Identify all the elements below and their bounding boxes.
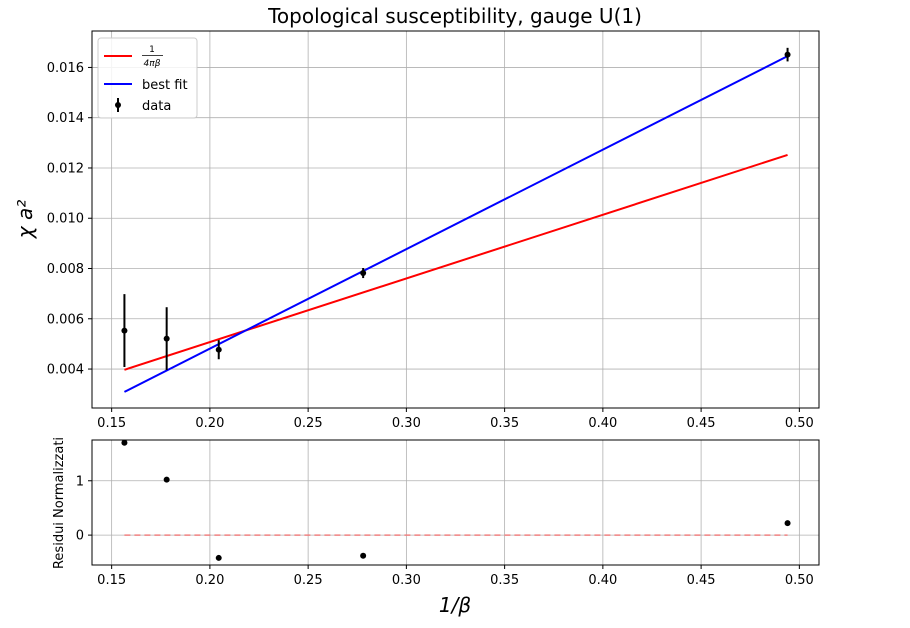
main-ylabel: χ a² xyxy=(13,200,37,239)
residuals-xtick-label: 0.45 xyxy=(687,573,716,588)
residual-point xyxy=(360,552,367,559)
residuals-ytick-label: 0 xyxy=(76,529,84,544)
main-xtick-label: 0.45 xyxy=(687,416,716,431)
residuals-xtick-label: 0.40 xyxy=(588,573,617,588)
main-ticks: 0.15 0.20 0.25 0.30 0.35 0.40 0.45 0.50 0.004 0.0… xyxy=(47,61,814,431)
legend-label-data: data xyxy=(142,99,171,114)
residual-point xyxy=(215,554,222,561)
legend-swatch-data-marker xyxy=(115,102,121,108)
residual-point xyxy=(784,520,791,527)
residuals-xtick-label: 0.50 xyxy=(785,573,814,588)
residual-point xyxy=(163,476,170,483)
residuals-ticks: 0.15 0.20 0.25 0.30 0.35 0.40 0.45 0.50 0 1 xyxy=(76,474,814,588)
main-xtick-label: 0.30 xyxy=(392,416,421,431)
residuals-axes-frame xyxy=(91,439,820,566)
main-xtick-label: 0.20 xyxy=(195,416,224,431)
legend-label-best-fit: best fit xyxy=(142,78,188,93)
data-point xyxy=(163,335,170,342)
residual-point xyxy=(121,439,128,446)
main-title: Topological susceptibility, gauge U(1) xyxy=(267,4,642,28)
residuals-ylabel: Residui Normalizzati xyxy=(52,437,67,569)
main-axes-frame xyxy=(91,30,820,409)
residuals-ytick-label: 1 xyxy=(76,474,84,489)
residuals-xlabel: 1/β xyxy=(439,593,471,617)
legend-frame xyxy=(97,37,198,119)
theory-line xyxy=(124,153,788,371)
main-xtick-label: 0.25 xyxy=(294,416,323,431)
best-fit-line xyxy=(123,55,789,393)
main-ytick-label: 0.014 xyxy=(47,111,84,126)
residuals-xtick-label: 0.30 xyxy=(392,573,421,588)
residuals-xtick-label: 0.35 xyxy=(490,573,519,588)
main-ytick-label: 0.004 xyxy=(47,363,84,378)
residuals-xtick-label: 0.25 xyxy=(294,573,323,588)
main-xtick-label: 0.15 xyxy=(97,416,126,431)
legend: 1 4πβ best fit data xyxy=(97,37,198,119)
main-xtick-label: 0.50 xyxy=(785,416,814,431)
main-grid xyxy=(92,31,819,408)
main-xtick-label: 0.35 xyxy=(490,416,519,431)
residuals-plot-area xyxy=(121,439,791,561)
main-ytick-label: 0.006 xyxy=(47,312,84,327)
legend-label-theory-numerator: 1 xyxy=(149,45,155,55)
data-point xyxy=(215,346,222,353)
residuals-xtick-label: 0.15 xyxy=(97,573,126,588)
main-xtick-label: 0.40 xyxy=(588,416,617,431)
main-ytick-label: 0.012 xyxy=(47,161,84,176)
residuals-xtick-label: 0.20 xyxy=(195,573,224,588)
data-point xyxy=(121,327,128,334)
main-ytick-label: 0.016 xyxy=(47,61,84,76)
main-plot-area xyxy=(121,47,791,393)
data-point xyxy=(360,270,367,277)
data-point xyxy=(784,51,791,58)
main-ytick-label: 0.010 xyxy=(47,212,84,227)
legend-label-theory-denominator: 4πβ xyxy=(144,59,161,69)
main-ytick-label: 0.008 xyxy=(47,262,84,277)
